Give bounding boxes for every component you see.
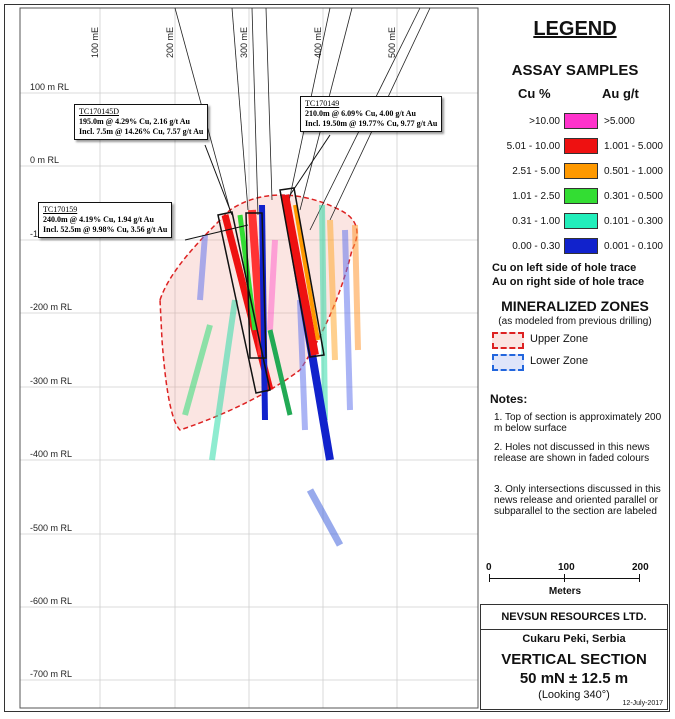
scale-tick xyxy=(639,574,640,582)
lower-zone-label: Lower Zone xyxy=(530,355,589,367)
scale-tick-label: 200 xyxy=(632,562,649,573)
scale-tick xyxy=(564,574,565,582)
color-swatch xyxy=(564,213,598,229)
rl-label: -400 m RL xyxy=(30,449,73,459)
callout-leaders xyxy=(184,134,331,241)
scale-tick xyxy=(489,574,490,582)
drill-trace xyxy=(306,488,344,547)
rl-label: -200 m RL xyxy=(30,302,73,312)
intersection-box-tc170145d xyxy=(217,211,271,394)
rl-label: -700 m RL xyxy=(30,669,73,679)
callout-tc170145d: TC170145D 195.0m @ 4.29% Cu, 2.16 g/t Au… xyxy=(74,104,209,140)
callout-hole-id: TC170145D xyxy=(79,107,119,116)
drill-trace xyxy=(319,204,328,421)
drill-trace xyxy=(267,329,293,416)
location: Cukaru Peki, Serbia xyxy=(522,633,626,645)
callout-line: Incl. 52.5m @ 9.98% Cu, 3.56 g/t Au xyxy=(43,225,168,234)
callout-line: 195.0m @ 4.29% Cu, 2.16 g/t Au xyxy=(79,117,191,126)
cu-range: 0.00 - 0.30 xyxy=(512,241,560,252)
au-range: 0.001 - 0.100 xyxy=(604,241,663,252)
scale-tick-label: 0 xyxy=(486,562,492,573)
notes-title: Notes: xyxy=(490,392,528,406)
rl-label: -300 m RL xyxy=(30,376,73,386)
drill-trace xyxy=(327,219,338,361)
map-frame xyxy=(4,4,670,712)
rl-label: 100 m RL xyxy=(30,82,70,92)
callout-tc170159: TC170159 240.0m @ 4.19% Cu, 1.94 g/t Au … xyxy=(38,202,173,238)
drill-trace xyxy=(293,204,320,341)
au-header: Au g/t xyxy=(602,86,639,101)
drill-trace xyxy=(281,194,319,356)
drill-trace xyxy=(342,229,353,411)
callout-line: Incl. 7.5m @ 14.26% Cu, 7.57 g/t Au xyxy=(79,127,204,136)
drill-trace xyxy=(209,299,238,461)
legend-panel: LEGEND ASSAY SAMPLES Cu % Au g/t >10.00 … xyxy=(480,6,670,710)
lower-zone-swatch xyxy=(492,354,524,371)
upper-zone-swatch xyxy=(492,332,524,349)
section-title: VERTICAL SECTION xyxy=(501,651,647,668)
rl-label: -600 m RL xyxy=(30,596,73,606)
note-item: 3. Only intersections discussed in this … xyxy=(494,484,661,517)
cu-range: 5.01 - 10.00 xyxy=(506,141,560,152)
au-range: >5.000 xyxy=(604,116,635,127)
zones-subtitle: (as modeled from previous drilling) xyxy=(498,316,652,327)
callout-line: 210.0m @ 6.09% Cu, 4.00 g/t Au xyxy=(305,109,417,118)
rl-label: -500 m RL xyxy=(30,523,73,533)
drill-trace xyxy=(297,299,308,431)
au-range: 0.301 - 0.500 xyxy=(604,191,663,202)
drill-trace xyxy=(267,239,278,331)
drill-trace xyxy=(248,209,266,356)
color-swatch xyxy=(564,138,598,154)
legend-title: LEGEND xyxy=(533,18,617,40)
au-range: 0.501 - 1.000 xyxy=(604,166,663,177)
intersection-boxes xyxy=(217,187,325,394)
cu-range: 1.01 - 2.50 xyxy=(512,191,560,202)
side-note: Au on right side of hole trace xyxy=(492,276,645,288)
note-item: 2. Holes not discussed in this news rele… xyxy=(494,442,650,464)
callout-hole-id: TC170149 xyxy=(305,99,340,108)
callout-line: Incl. 19.50m @ 19.77% Cu, 9.77 g/t Au xyxy=(305,119,438,128)
cu-range: 2.51 - 5.00 xyxy=(512,166,560,177)
color-swatch xyxy=(564,238,598,254)
zones-title: MINERALIZED ZONES xyxy=(501,298,649,314)
faded-drill-traces xyxy=(182,204,361,547)
color-swatch xyxy=(564,188,598,204)
callout-tc170149: TC170149 210.0m @ 6.09% Cu, 4.00 g/t Au … xyxy=(300,96,443,132)
au-range: 1.001 - 5.000 xyxy=(604,141,663,152)
easting-label: 200 mE xyxy=(165,26,175,58)
cu-range: >10.00 xyxy=(529,116,560,127)
company-name: NEVSUN RESOURCES LTD. xyxy=(481,605,667,630)
au-range: 0.101 - 0.300 xyxy=(604,216,663,227)
easting-label: 300 mE xyxy=(239,26,249,58)
upper-zone-label: Upper Zone xyxy=(530,333,589,345)
looking-direction: (Looking 340°) xyxy=(538,689,610,701)
easting-label: 500 mE xyxy=(387,26,397,58)
side-note: Cu on left side of hole trace xyxy=(492,262,637,274)
callout-hole-id: TC170159 xyxy=(43,205,78,214)
cu-range: 0.31 - 1.00 xyxy=(512,216,560,227)
drill-trace xyxy=(352,224,361,351)
scale-tick-label: 100 xyxy=(558,562,575,573)
date-label: 12-July-2017 xyxy=(622,700,663,707)
intersection-box-tc170149 xyxy=(279,187,325,358)
cu-header: Cu % xyxy=(518,86,551,101)
easting-label: 400 mE xyxy=(313,26,323,58)
note-item: 1. Top of section is approximately 200 m… xyxy=(494,412,662,434)
rl-label: 0 m RL xyxy=(30,155,60,165)
title-block: NEVSUN RESOURCES LTD. Cukaru Peki, Serbi… xyxy=(480,604,668,710)
section-subtitle: 50 mN ± 12.5 m xyxy=(519,670,629,687)
assay-title: ASSAY SAMPLES xyxy=(511,62,639,79)
callout-line: 240.0m @ 4.19% Cu, 1.94 g/t Au xyxy=(43,215,155,224)
easting-label: 100 mE xyxy=(90,26,100,58)
plot-border xyxy=(19,7,479,709)
drill-trace xyxy=(182,324,213,416)
drill-trace xyxy=(197,234,208,301)
intersection-box-tc170159 xyxy=(245,212,267,359)
scale-unit: Meters xyxy=(548,586,582,597)
color-swatch xyxy=(564,163,598,179)
color-swatch xyxy=(564,113,598,129)
